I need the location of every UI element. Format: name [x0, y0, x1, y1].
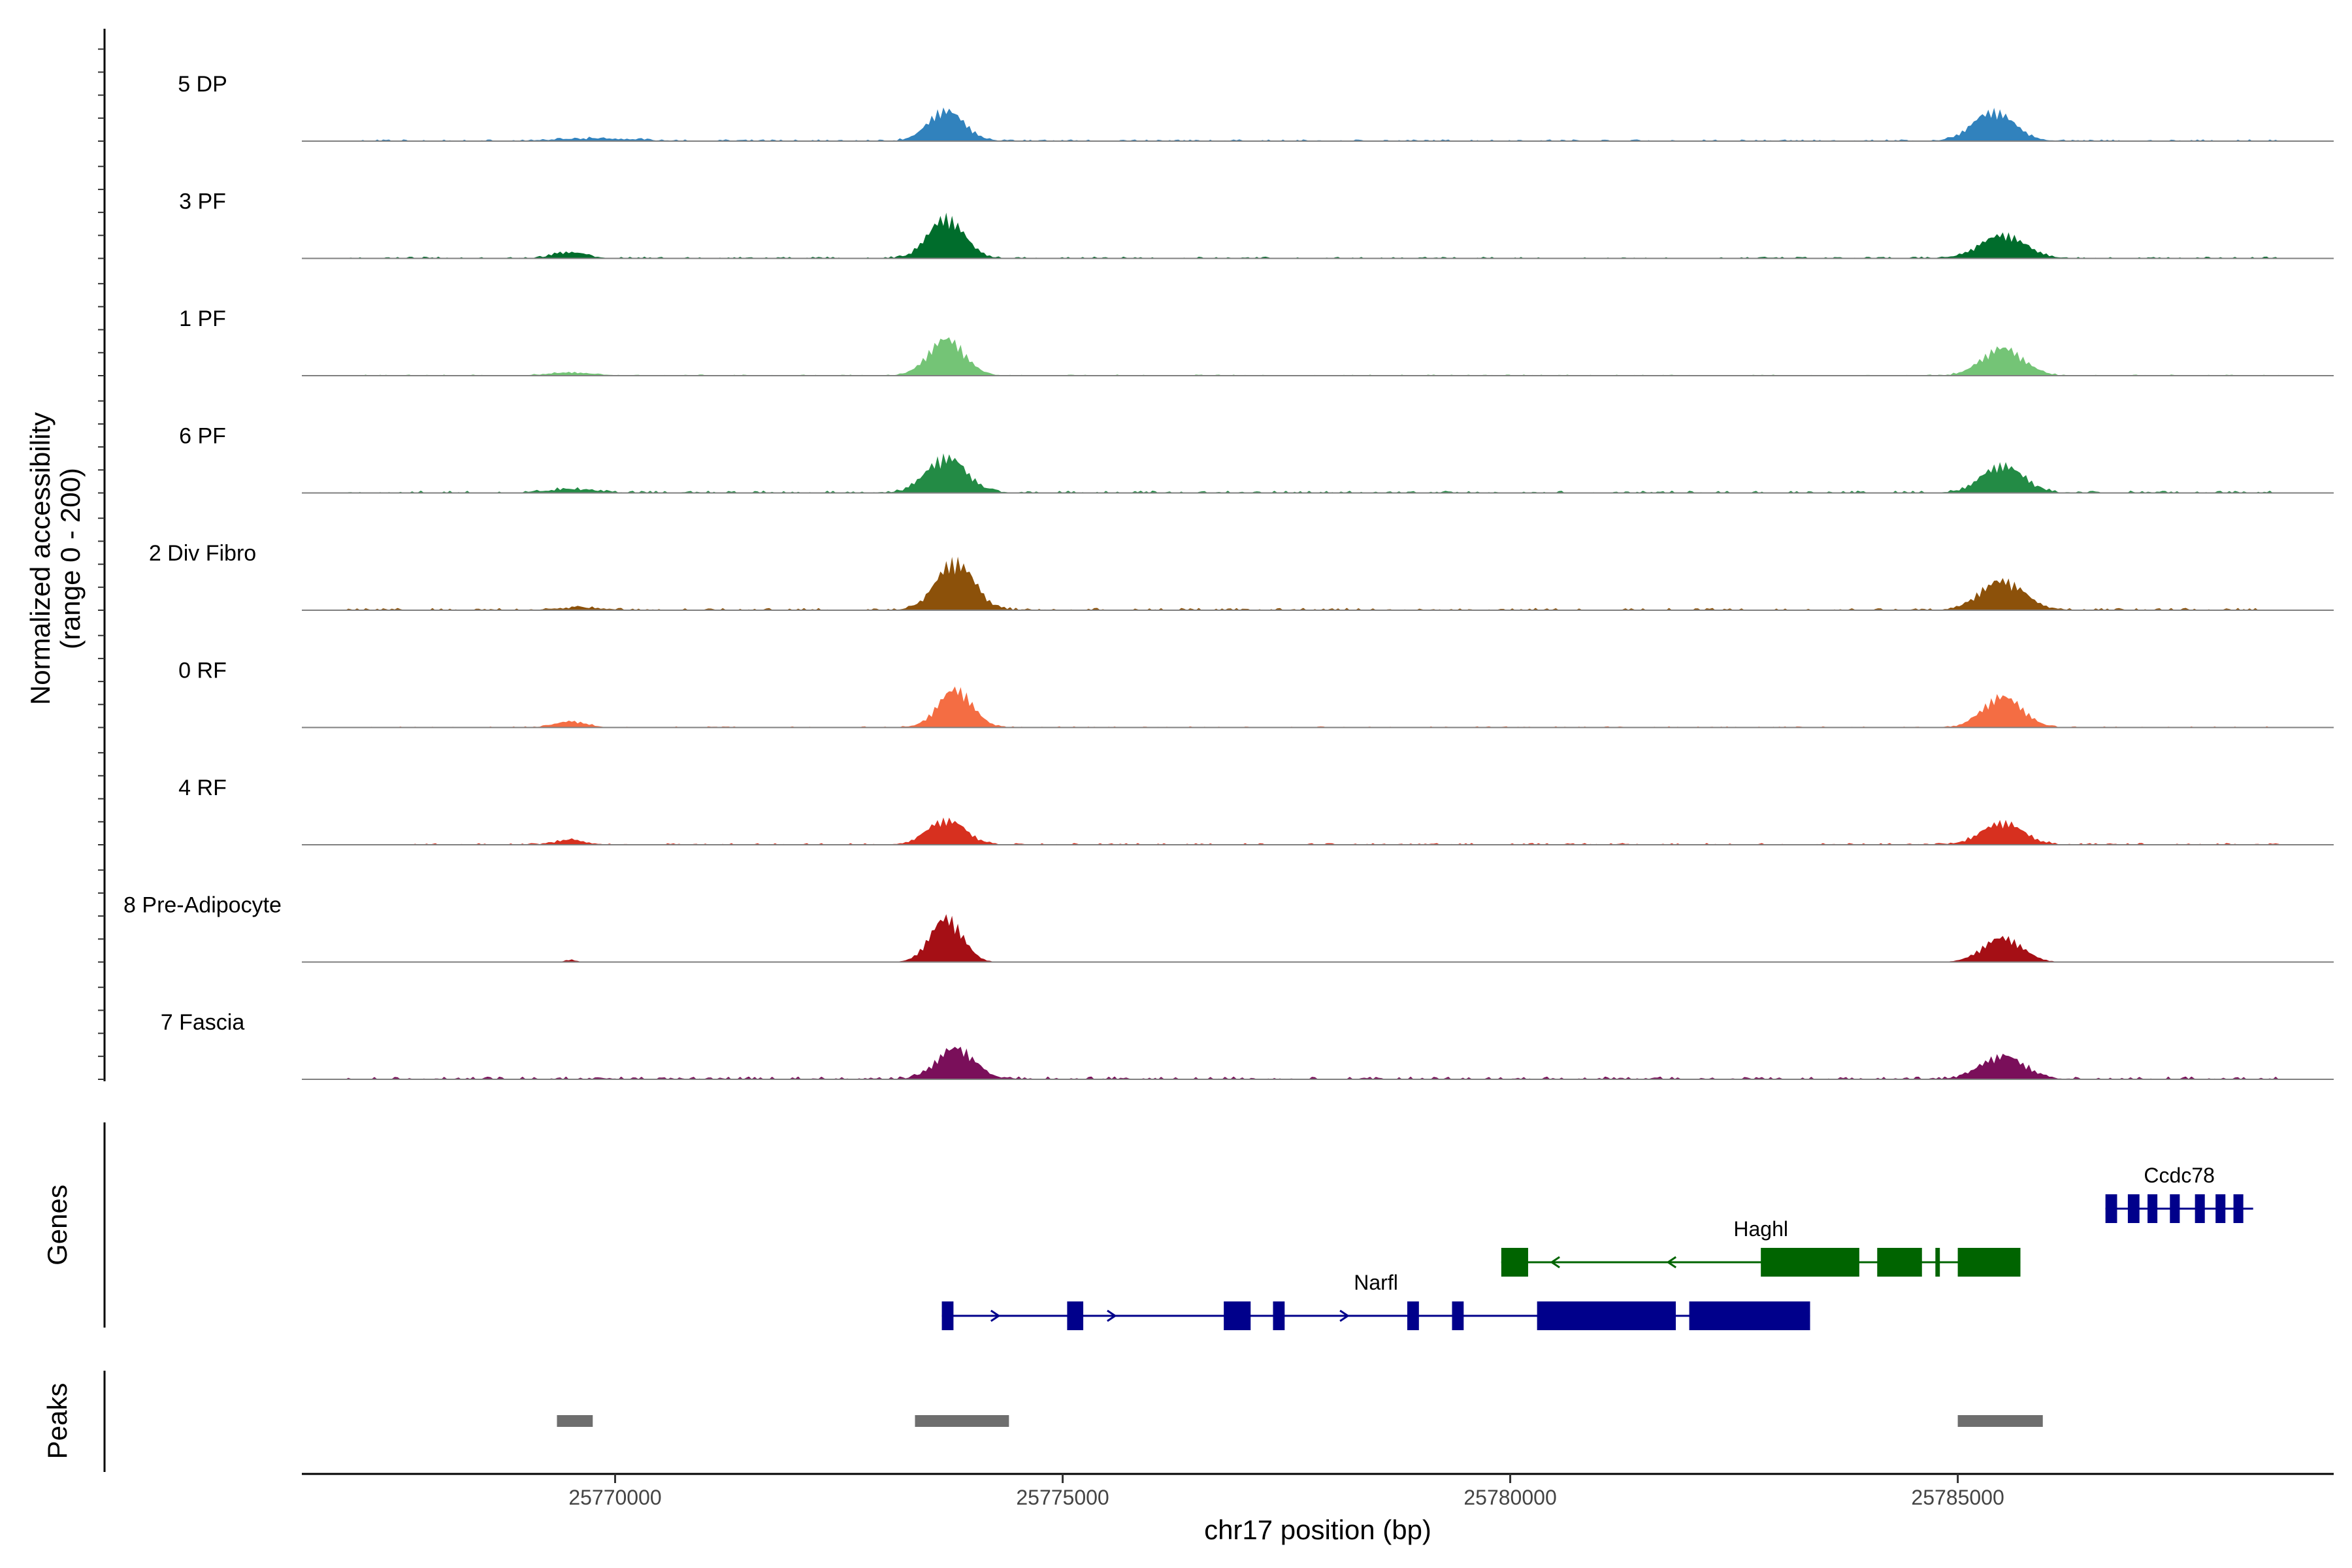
strand-arrow [1550, 1256, 1560, 1269]
x-tick-label: 25770000 [568, 1486, 661, 1509]
peak-region [915, 1415, 1009, 1427]
y-axis [98, 29, 106, 1081]
gene-exon [1501, 1248, 1528, 1277]
track-label: 8 Pre-Adipocyte [123, 893, 282, 918]
coverage-area [302, 337, 2334, 376]
coverage-area [302, 686, 2334, 728]
strand-arrow [1666, 1256, 1677, 1269]
gene-exon [2233, 1194, 2244, 1223]
gene-Narfl: Narfl [941, 1271, 1810, 1330]
track-2: 1 PF [179, 306, 2334, 376]
track-label: 6 PF [179, 424, 226, 449]
y-axis-title: Normalized accessibility [25, 412, 56, 705]
coverage-area [302, 557, 2334, 610]
genes-panel: Genes Ccdc78 Haghl Narfl [42, 1122, 2253, 1330]
strand-arrow [1339, 1309, 1350, 1322]
coverage-area [302, 817, 2334, 845]
track-6: 4 RF [178, 776, 2334, 845]
gene-exon [2127, 1194, 2140, 1223]
peaks-panel: Peaks [42, 1371, 2043, 1472]
track-label: 2 Div Fibro [149, 541, 256, 566]
gene-exon [2148, 1194, 2158, 1223]
gene-exon [1935, 1248, 1940, 1277]
track-label: 0 RF [178, 659, 227, 683]
track-label: 3 PF [179, 189, 226, 214]
gene-exon [1761, 1248, 1859, 1277]
gene-exon [1407, 1301, 1419, 1330]
track-4: 2 Div Fibro [149, 541, 2334, 611]
gene-exon [1877, 1248, 1922, 1277]
peak-region [557, 1415, 593, 1427]
coverage-area [302, 107, 2334, 141]
gene-exon [1957, 1248, 2021, 1277]
gene-exon [1452, 1301, 1464, 1330]
y-axis-subtitle: (range 0 - 200) [55, 468, 86, 649]
gene-exon [1273, 1301, 1285, 1330]
strand-arrow [990, 1309, 1001, 1322]
coverage-area [302, 914, 2334, 962]
x-tick-label: 25780000 [1463, 1486, 1556, 1509]
x-axis: 25770000 25775000 25780000 25785000 [302, 1473, 2334, 1509]
x-tick-label: 25785000 [1911, 1486, 2004, 1509]
track-0: 5 DP [178, 72, 2334, 142]
gene-exon [2215, 1194, 2226, 1223]
gene-exon [2195, 1194, 2205, 1223]
gene-exon [2170, 1194, 2180, 1223]
gene-label: Ccdc78 [2144, 1164, 2215, 1187]
gene-exon [941, 1301, 954, 1330]
x-tick-label: 25775000 [1016, 1486, 1109, 1509]
genes-panel-title: Genes [42, 1184, 73, 1266]
coverage-area [302, 212, 2334, 259]
gene-Haghl: Haghl [1501, 1217, 2021, 1277]
coverage-area [302, 1047, 2334, 1079]
peak-region [1957, 1415, 2043, 1427]
peaks-panel-title: Peaks [42, 1383, 73, 1460]
x-axis-title: chr17 position (bp) [1204, 1514, 1431, 1545]
coverage-area [302, 453, 2334, 493]
track-7: 8 Pre-Adipocyte [123, 893, 2334, 963]
track-5: 0 RF [178, 659, 2334, 728]
track-label: 7 Fascia [161, 1010, 245, 1035]
track-3: 6 PF [179, 424, 2334, 494]
coverage-tracks: 5 DP 3 PF 1 PF 6 PF 2 Div Fibro 0 RF 4 RF 8 Pre… [123, 72, 2334, 1080]
gene-exon [1224, 1301, 1251, 1330]
track-label: 5 DP [178, 72, 227, 97]
track-8: 7 Fascia [161, 1010, 2334, 1080]
gene-exon [1067, 1301, 1084, 1330]
gene-exon [1689, 1301, 1810, 1330]
track-1: 3 PF [179, 189, 2334, 259]
track-label: 1 PF [179, 306, 226, 331]
strand-arrow [1107, 1309, 1117, 1322]
gene-label: Narfl [1354, 1271, 1398, 1294]
gene-Ccdc78: Ccdc78 [2105, 1164, 2253, 1223]
gene-exon [1537, 1301, 1676, 1330]
gene-exon [2105, 1194, 2117, 1223]
track-label: 4 RF [178, 776, 227, 800]
gene-label: Haghl [1733, 1217, 1788, 1241]
